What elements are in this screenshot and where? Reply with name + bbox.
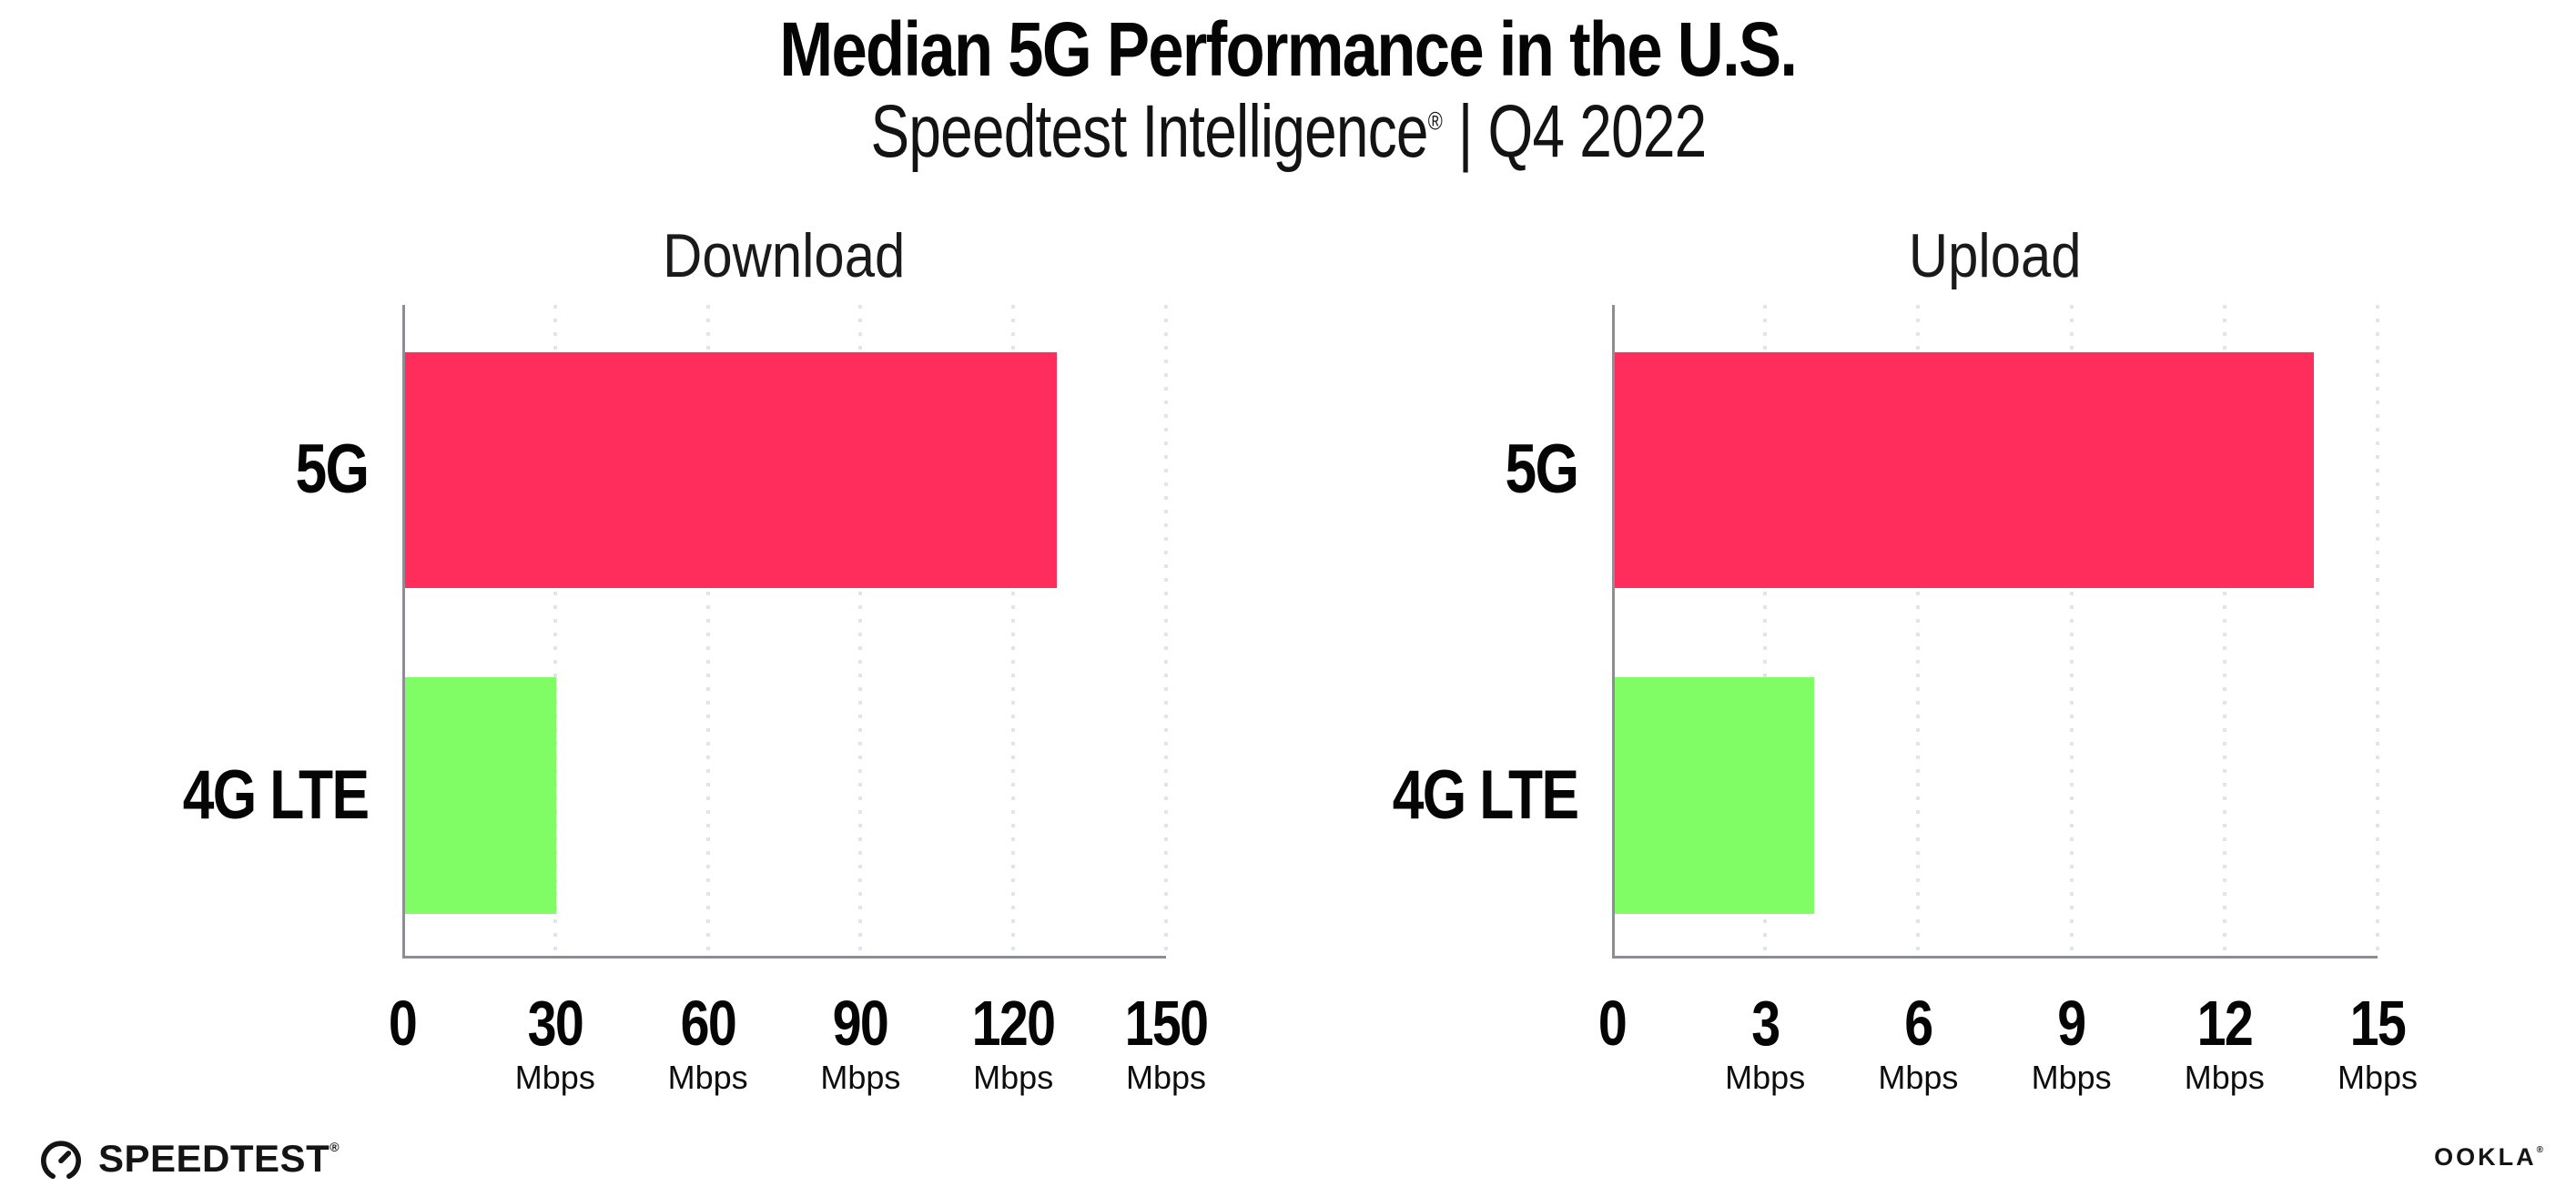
- x-tick: 0: [386, 991, 420, 1055]
- gridline: [2069, 305, 2074, 956]
- speedtest-gauge-icon: [41, 1141, 81, 1180]
- x-tick-unit: Mbps: [1725, 1059, 1806, 1096]
- category-label-5g: 5G: [279, 431, 370, 508]
- x-tick: 3 Mbps: [1725, 991, 1805, 1094]
- x-axis-line: [1612, 956, 2378, 959]
- upload-chart: Upload 5G 4G LTE 0 3 Mbps 6 Mbps 9 Mbps 12 Mbps 1…: [1392, 225, 2418, 1094]
- plot-area: [402, 305, 1168, 959]
- y-axis-spine: [1612, 305, 1615, 959]
- x-tick: 12 Mbps: [2185, 991, 2265, 1094]
- x-tick: 120 Mbps: [963, 991, 1064, 1094]
- x-tick: 9 Mbps: [2032, 991, 2112, 1094]
- x-tick-unit: Mbps: [2184, 1059, 2265, 1096]
- subtitle-brand: Speedtest Intelligence: [869, 90, 1428, 173]
- x-tick-number: 120: [971, 988, 1056, 1059]
- x-axis-tick-labels: 0 30 Mbps 60 Mbps 90 Mbps 120 Mbps 150 Mbps: [389, 991, 1209, 1119]
- category-label-4g-lte: 4G LTE: [142, 756, 369, 834]
- gridline: [553, 305, 557, 956]
- category-label-5g-text: 5G: [1505, 431, 1579, 508]
- x-tick: 15 Mbps: [2338, 991, 2418, 1094]
- x-tick-unit: Mbps: [667, 1059, 748, 1096]
- subtitle-quarter: | Q4 2022: [1442, 90, 1707, 173]
- category-label-4g-lte-text: 4G LTE: [182, 756, 369, 834]
- download-chart-title-text: Download: [663, 221, 906, 290]
- gridline: [858, 305, 863, 956]
- speedtest-wordmark: SPEEDTEST®: [98, 1140, 340, 1178]
- ookla-logo: OOKLA®: [2434, 1145, 2543, 1170]
- x-axis-line: [402, 956, 1166, 959]
- bar-4g-lte-upload: [1615, 677, 1814, 914]
- x-tick: 30 Mbps: [515, 991, 595, 1094]
- x-tick-unit: Mbps: [514, 1059, 595, 1096]
- y-axis-spine: [402, 305, 405, 959]
- speedtest-logo: SPEEDTEST®: [36, 1134, 340, 1183]
- plot-area: [1612, 305, 2379, 959]
- gridline: [1763, 305, 1768, 956]
- upload-chart-title: Upload: [1612, 225, 2378, 287]
- x-tick-number: 150: [1124, 988, 1209, 1059]
- gridline: [2376, 305, 2379, 956]
- x-tick-unit: Mbps: [820, 1059, 901, 1096]
- bar-5g-download: [405, 352, 1057, 588]
- page-subtitle: Speedtest Intelligence® | Q4 2022: [0, 90, 2576, 173]
- x-tick-number: 90: [833, 988, 889, 1059]
- x-tick-number: 3: [1751, 988, 1780, 1059]
- x-axis-tick-labels: 0 3 Mbps 6 Mbps 9 Mbps 12 Mbps 15 Mbps: [1598, 991, 2418, 1119]
- category-label-4g-lte: 4G LTE: [1352, 756, 1578, 834]
- x-tick-number: 60: [680, 988, 736, 1059]
- x-tick-number: 30: [527, 988, 584, 1059]
- x-tick: 0: [1596, 991, 1629, 1055]
- x-tick-number: 12: [2196, 988, 2254, 1059]
- category-label-5g: 5G: [1489, 431, 1579, 508]
- x-tick-unit: Mbps: [973, 1059, 1054, 1096]
- bar-4g-lte-download: [405, 677, 557, 914]
- download-chart-title: Download: [402, 225, 1166, 287]
- page-title: Median 5G Performance in the U.S.: [0, 9, 2576, 89]
- speedtest-wordmark-text: SPEEDTEST: [98, 1137, 330, 1180]
- bar-5g-upload: [1615, 352, 2315, 588]
- page-title-text: Median 5G Performance in the U.S.: [779, 6, 1799, 92]
- x-tick-unit: Mbps: [2031, 1059, 2112, 1096]
- gridline: [1164, 305, 1168, 956]
- download-chart: Download 5G 4G LTE 0 30 Mbps 60 Mbps 90 Mbps 12…: [182, 225, 1209, 1094]
- x-tick: 150 Mbps: [1116, 991, 1217, 1094]
- gridline: [1011, 305, 1016, 956]
- x-tick-number: 6: [1904, 988, 1933, 1059]
- x-tick-unit: Mbps: [1125, 1059, 1207, 1096]
- x-tick: 6 Mbps: [1878, 991, 1958, 1094]
- x-tick-number: 0: [388, 988, 418, 1059]
- gridline: [705, 305, 710, 956]
- registered-mark-icon: ®: [1427, 107, 1443, 136]
- gridline: [1916, 305, 1921, 956]
- x-tick: 90 Mbps: [820, 991, 900, 1094]
- category-label-5g-text: 5G: [295, 431, 370, 508]
- upload-chart-title-text: Upload: [1908, 221, 2082, 290]
- x-tick-number: 9: [2057, 988, 2086, 1059]
- page-subtitle-text: Speedtest Intelligence® | Q4 2022: [869, 90, 1707, 173]
- x-tick-unit: Mbps: [1878, 1059, 1959, 1096]
- ookla-registered-mark-icon: ®: [2536, 1145, 2543, 1155]
- ookla-wordmark-text: OOKLA: [2434, 1143, 2537, 1171]
- category-label-4g-lte-text: 4G LTE: [1392, 756, 1578, 834]
- x-tick-number: 15: [2349, 988, 2407, 1059]
- x-tick-number: 0: [1597, 988, 1628, 1059]
- gridline: [2222, 305, 2226, 956]
- x-tick: 60 Mbps: [668, 991, 748, 1094]
- x-tick-unit: Mbps: [2337, 1059, 2419, 1096]
- speedtest-registered-mark-icon: ®: [330, 1140, 340, 1154]
